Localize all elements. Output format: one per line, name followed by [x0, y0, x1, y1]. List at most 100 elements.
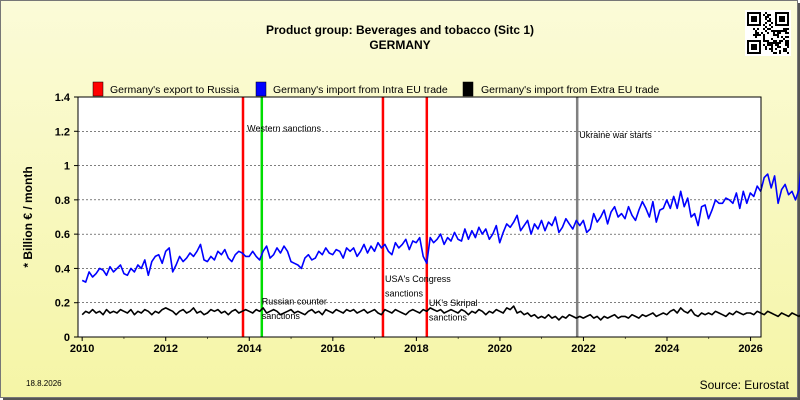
qr-cell: [785, 32, 787, 34]
qr-cell: [755, 18, 757, 20]
qr-cell: [779, 18, 781, 20]
qr-cell: [787, 12, 789, 14]
qr-cell: [779, 52, 781, 54]
qr-cell: [763, 14, 765, 16]
qr-cell: [763, 28, 765, 30]
qr-cell: [747, 52, 749, 54]
qr-cell: [777, 30, 779, 32]
qr-cell: [747, 14, 749, 16]
qr-cell: [749, 24, 751, 26]
qr-cell: [759, 40, 761, 42]
qr-cell: [775, 34, 777, 36]
qr-cell: [787, 52, 789, 54]
qr-cell: [753, 44, 755, 46]
chart-subtitle: GERMANY: [369, 38, 430, 52]
qr-cell: [785, 28, 787, 30]
qr-cell: [787, 42, 789, 44]
qr-cell: [769, 18, 771, 20]
qr-cell: [753, 24, 755, 26]
x-tick-label: 2024: [655, 343, 680, 355]
qr-cell: [769, 48, 771, 50]
qr-cell: [781, 30, 783, 32]
qr-cell: [765, 30, 767, 32]
qr-cell: [747, 46, 749, 48]
qr-cell: [749, 40, 751, 42]
qr-cell: [767, 20, 769, 22]
qr-cell: [751, 46, 753, 48]
qr-cell: [773, 40, 775, 42]
qr-cell: [759, 42, 761, 44]
qr-cell: [757, 40, 759, 42]
qr-cell: [781, 24, 783, 26]
footer-source: Source: Eurostat: [700, 378, 790, 392]
qr-cell: [775, 20, 777, 22]
qr-cell: [755, 30, 757, 32]
qr-cell: [751, 48, 753, 50]
qr-cell: [775, 12, 777, 14]
qr-cell: [767, 16, 769, 18]
plot-area: [78, 97, 761, 337]
qr-code-icon: [745, 10, 791, 56]
qr-cell: [763, 24, 765, 26]
qr-cell: [765, 46, 767, 48]
qr-cell: [787, 44, 789, 46]
qr-cell: [775, 24, 777, 26]
y-tick-label: 1: [64, 161, 70, 173]
qr-cell: [751, 12, 753, 14]
x-tick-label: 2022: [571, 343, 595, 355]
qr-cell: [765, 22, 767, 24]
qr-cell: [787, 20, 789, 22]
annotation-label: sanctions: [429, 313, 468, 323]
qr-cell: [755, 46, 757, 48]
x-tick-label: 2010: [70, 343, 94, 355]
qr-cell: [779, 20, 781, 22]
qr-cell: [779, 12, 781, 14]
qr-cell: [785, 24, 787, 26]
qr-cell: [777, 34, 779, 36]
qr-cell: [773, 32, 775, 34]
qr-cell: [783, 16, 785, 18]
qr-cell: [759, 18, 761, 20]
legend-label-export-russia: Germany's export to Russia: [110, 84, 239, 96]
qr-cell: [775, 52, 777, 54]
qr-cell: [781, 36, 783, 38]
annotation-label: UK's Skripal: [429, 298, 478, 308]
annotation-label: Ukraine war starts: [579, 130, 652, 140]
qr-cell: [771, 30, 773, 32]
qr-cell: [769, 24, 771, 26]
qr-cell: [779, 42, 781, 44]
qr-cell: [773, 52, 775, 54]
qr-cell: [753, 52, 755, 54]
qr-cell: [787, 14, 789, 16]
qr-cell: [769, 44, 771, 46]
qr-cell: [775, 44, 777, 46]
qr-cell: [747, 50, 749, 52]
qr-cell: [785, 36, 787, 38]
qr-cell: [755, 52, 757, 54]
qr-cell: [753, 46, 755, 48]
qr-cell: [787, 32, 789, 34]
qr-cell: [783, 48, 785, 50]
qr-cell: [747, 44, 749, 46]
qr-cell: [747, 12, 749, 14]
qr-cell: [759, 48, 761, 50]
qr-cell: [785, 12, 787, 14]
qr-cell: [769, 42, 771, 44]
annotation-label: Western sanctions: [247, 123, 321, 133]
annotation-label: USA's Congress: [385, 274, 451, 284]
qr-cell: [747, 22, 749, 24]
qr-cell: [787, 18, 789, 20]
qr-cell: [759, 16, 761, 18]
qr-cell: [775, 18, 777, 20]
qr-cell: [787, 28, 789, 30]
y-tick-label: 0.4: [55, 263, 71, 275]
qr-cell: [765, 16, 767, 18]
qr-cell: [775, 30, 777, 32]
event-lines: [241, 97, 579, 337]
legend: Germany's export to Russia Germany's imp…: [92, 81, 659, 97]
qr-cell: [767, 32, 769, 34]
qr-cell: [755, 48, 757, 50]
qr-cell: [747, 48, 749, 50]
qr-cell: [759, 14, 761, 16]
qr-cell: [767, 28, 769, 30]
